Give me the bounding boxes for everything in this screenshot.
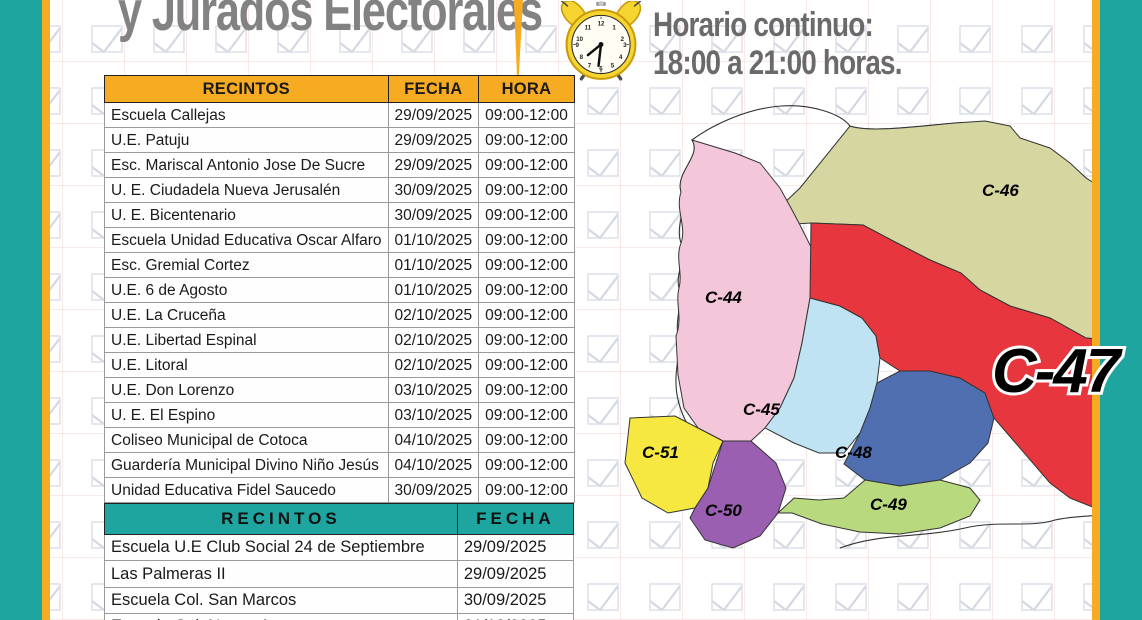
- svg-text:C-49: C-49: [870, 495, 907, 514]
- svg-text:10: 10: [576, 36, 583, 43]
- svg-text:12: 12: [598, 21, 605, 28]
- svg-text:6: 6: [599, 66, 603, 73]
- svg-text:C-51: C-51: [642, 443, 679, 462]
- svg-text:C-48: C-48: [835, 443, 872, 462]
- svg-text:11: 11: [585, 25, 592, 32]
- svg-text:1: 1: [612, 25, 616, 32]
- svg-text:8: 8: [580, 54, 584, 61]
- svg-text:7: 7: [588, 62, 592, 69]
- svg-text:5: 5: [611, 62, 615, 69]
- svg-text:C-45: C-45: [743, 400, 780, 419]
- svg-text:3: 3: [623, 42, 627, 49]
- svg-text:4: 4: [619, 54, 623, 61]
- svg-text:C-44: C-44: [705, 288, 742, 307]
- svg-text:C-50: C-50: [705, 501, 742, 520]
- svg-text:C-46: C-46: [982, 181, 1019, 200]
